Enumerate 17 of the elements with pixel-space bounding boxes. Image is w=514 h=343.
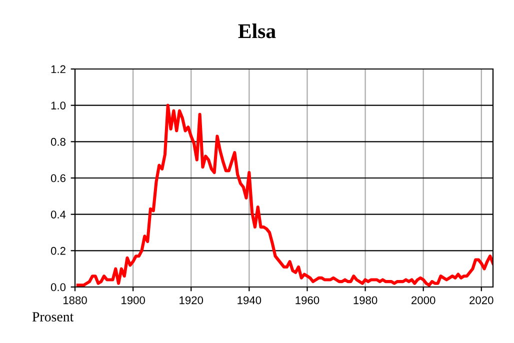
y-tick-label: 0.0: [50, 283, 66, 292]
chart-title: Elsa: [238, 24, 276, 38]
x-tick-label: 2020: [470, 296, 494, 304]
text: Prosent: [32, 312, 74, 322]
x-tick-label: 2000: [412, 296, 436, 304]
x-tick-label: 1920: [180, 296, 204, 304]
x-tick-label: 1880: [63, 296, 87, 304]
y-tick-label: 0.2: [50, 246, 66, 255]
y-tick-label: 0.8: [50, 138, 66, 146]
y-tick-label: 1.0: [51, 102, 66, 110]
x-tick-label: 1940: [238, 296, 262, 304]
y-tick-label: 0.6: [50, 174, 66, 182]
y-tick-label: 1.2: [51, 65, 66, 74]
x-tick-label: 1900: [122, 296, 145, 304]
x-tick-label: 1980: [354, 296, 378, 304]
x-tick-label: 1960: [296, 296, 320, 304]
y-tick-label: 0.4: [50, 210, 66, 218]
